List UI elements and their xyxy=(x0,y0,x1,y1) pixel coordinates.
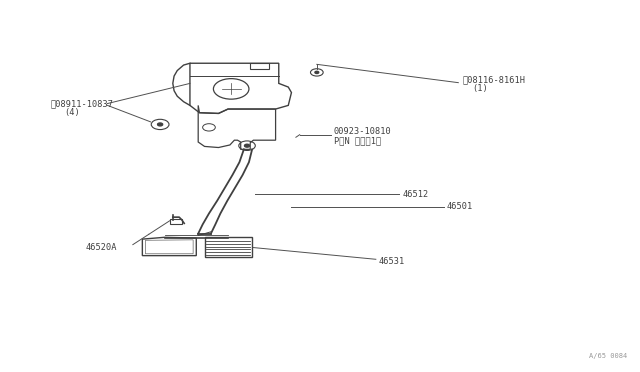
Text: 46531: 46531 xyxy=(378,257,404,266)
Bar xyxy=(170,219,182,224)
Text: 46520A: 46520A xyxy=(85,243,116,252)
Text: A/65 0084: A/65 0084 xyxy=(589,353,628,359)
Text: (1): (1) xyxy=(472,84,488,93)
Circle shape xyxy=(315,71,319,74)
Circle shape xyxy=(157,123,163,126)
Text: PⅠN ピン（1）: PⅠN ピン（1） xyxy=(334,137,381,145)
Text: 46512: 46512 xyxy=(403,190,429,199)
Bar xyxy=(205,237,252,257)
Text: Ⓑ08116-8161H: Ⓑ08116-8161H xyxy=(463,75,525,84)
Circle shape xyxy=(244,144,250,147)
Text: ⓝ08911-10837: ⓝ08911-10837 xyxy=(51,99,113,108)
Text: 00923-10810: 00923-10810 xyxy=(334,127,392,136)
Text: 46501: 46501 xyxy=(447,202,473,211)
Text: (4): (4) xyxy=(64,108,80,117)
